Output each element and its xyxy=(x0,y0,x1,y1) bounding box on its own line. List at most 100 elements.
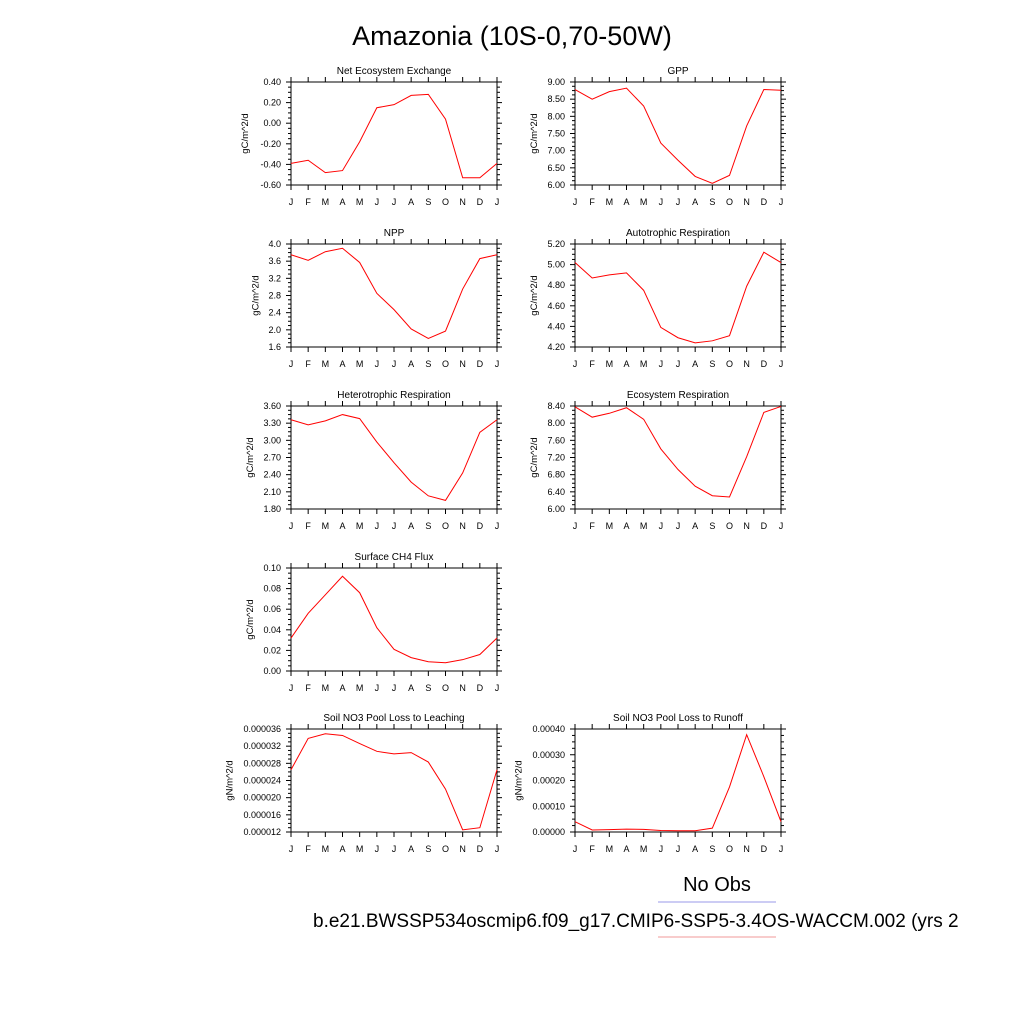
y-tick-label: 8.00 xyxy=(547,418,565,428)
data-point xyxy=(745,455,747,457)
y-tick-label: 3.00 xyxy=(263,435,281,445)
data-point xyxy=(444,330,446,332)
data-point xyxy=(461,288,463,290)
x-tick-label: J xyxy=(495,844,500,854)
y-tick-label: 0.000036 xyxy=(243,724,281,734)
data-point xyxy=(711,494,713,496)
data-point xyxy=(427,337,429,339)
y-tick-label: 2.8 xyxy=(268,291,281,301)
data-point xyxy=(711,182,713,184)
data-point xyxy=(479,431,481,433)
x-tick-label: J xyxy=(289,683,294,693)
data-point xyxy=(608,412,610,414)
x-tick-label: D xyxy=(761,521,768,531)
series-line xyxy=(574,733,782,832)
data-point xyxy=(324,420,326,422)
data-point xyxy=(393,308,395,310)
data-point xyxy=(393,461,395,463)
data-point xyxy=(642,289,644,291)
plot-frame xyxy=(290,81,498,186)
chart-panel-5: Ecosystem Respiration gC/m^2/d 8.40 8.00 7.6… xyxy=(529,390,786,531)
x-tick-label: M xyxy=(606,521,614,531)
x-tick-label: S xyxy=(425,359,431,369)
series-line xyxy=(574,87,782,184)
x-tick-label: J xyxy=(392,197,397,207)
data-point xyxy=(591,277,593,279)
y-tick-label: 5.00 xyxy=(547,260,565,270)
x-tick-label: J xyxy=(375,197,380,207)
data-point xyxy=(642,105,644,107)
y-tick-label: 0.04 xyxy=(263,625,281,635)
data-point xyxy=(410,481,412,483)
y-tick-label: 0.00000 xyxy=(532,827,565,837)
y-tick-label: 9.00 xyxy=(547,77,565,87)
x-tick-label: J xyxy=(676,844,681,854)
y-tick-label: -0.40 xyxy=(260,159,281,169)
y-tick-label: 0.08 xyxy=(263,584,281,594)
x-tick-label: M xyxy=(606,359,614,369)
x-tick-label: A xyxy=(692,844,698,854)
x-tick-label: N xyxy=(743,844,750,854)
data-point xyxy=(496,254,498,256)
data-point xyxy=(376,627,378,629)
data-point xyxy=(427,661,429,663)
x-tick-label: F xyxy=(589,521,595,531)
y-tick-label: 0.000024 xyxy=(243,776,281,786)
y-tick-label: 0.06 xyxy=(263,604,281,614)
data-point xyxy=(427,93,429,95)
y-tick-label: 0.000028 xyxy=(243,758,281,768)
y-tick-label: 4.80 xyxy=(547,280,565,290)
x-tick-label: S xyxy=(709,197,715,207)
data-point xyxy=(307,737,309,739)
series-line xyxy=(290,414,498,501)
data-point xyxy=(393,103,395,105)
chart-panel-8: Soil NO3 Pool Loss to Runoff gN/m^2/d 0.00… xyxy=(514,713,786,854)
y-tick-label: 0.02 xyxy=(263,645,281,655)
data-point xyxy=(677,159,679,161)
x-tick-label: A xyxy=(339,844,345,854)
x-tick-label: M xyxy=(356,359,364,369)
x-tick-label: M xyxy=(356,197,364,207)
x-tick-label: M xyxy=(640,197,648,207)
data-point xyxy=(591,416,593,418)
x-tick-label: M xyxy=(322,683,330,693)
y-tick-label: 6.80 xyxy=(547,470,565,480)
chart-panel-4: Heterotrophic Respiration gC/m^2/d 3.60 3.3… xyxy=(245,390,502,531)
x-tick-label: O xyxy=(442,683,449,693)
data-point xyxy=(479,827,481,829)
chart-title: Heterotrophic Respiration xyxy=(337,390,450,401)
data-point xyxy=(694,175,696,177)
y-tick-label: 8.00 xyxy=(547,111,565,121)
x-tick-label: F xyxy=(305,197,311,207)
y-tick-label: 0.40 xyxy=(263,77,281,87)
x-tick-label: J xyxy=(573,359,578,369)
x-tick-label: S xyxy=(709,359,715,369)
data-point xyxy=(660,326,662,328)
y-tick-label: 0.00010 xyxy=(532,801,565,811)
data-point xyxy=(780,405,782,407)
y-tick-label: 2.70 xyxy=(263,453,281,463)
y-tick-label: 3.2 xyxy=(268,273,281,283)
y-tick-label: 0.000016 xyxy=(243,810,281,820)
x-tick-label: S xyxy=(425,197,431,207)
y-axis-label: gC/m^2/d xyxy=(529,275,540,315)
data-point xyxy=(376,750,378,752)
data-point xyxy=(307,259,309,261)
data-point xyxy=(290,254,292,256)
y-tick-label: 5.20 xyxy=(547,239,565,249)
y-tick-label: 6.00 xyxy=(547,504,565,514)
y-axis-label: gC/m^2/d xyxy=(245,599,256,639)
data-point xyxy=(341,247,343,249)
y-tick-label: 0.10 xyxy=(263,563,281,573)
plot-frame xyxy=(574,81,782,186)
x-tick-label: J xyxy=(495,521,500,531)
data-point xyxy=(358,592,360,594)
data-point xyxy=(574,406,576,408)
chart-title: Autotrophic Respiration xyxy=(626,228,730,239)
x-tick-label: J xyxy=(779,521,784,531)
y-tick-label: 4.0 xyxy=(268,239,281,249)
data-point xyxy=(728,174,730,176)
y-tick-label: 6.50 xyxy=(547,163,565,173)
y-axis-label: gC/m^2/d xyxy=(250,275,261,315)
